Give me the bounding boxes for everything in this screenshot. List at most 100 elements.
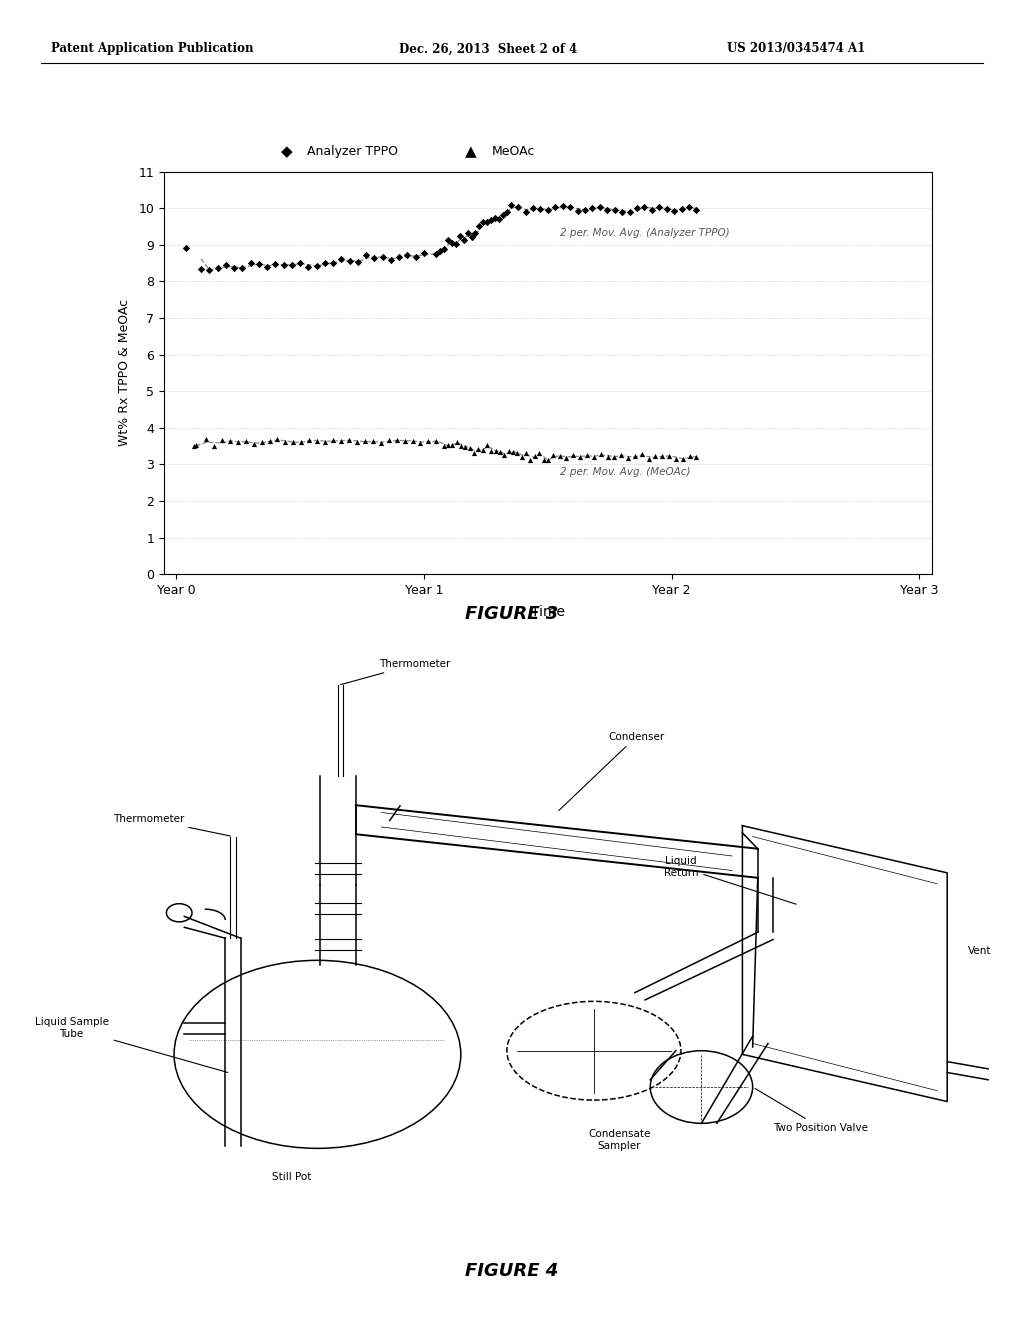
Point — [503, 194, 519, 215]
Point — [522, 449, 539, 470]
Point — [333, 248, 349, 269]
Text: Patent Application Publication: Patent Application Publication — [51, 42, 254, 55]
Point — [221, 430, 238, 451]
Point — [517, 202, 534, 223]
Point — [666, 201, 682, 222]
Point — [404, 430, 421, 451]
Point — [668, 447, 684, 469]
Point — [460, 223, 476, 244]
Point — [681, 446, 697, 467]
Point — [524, 197, 541, 218]
Point — [640, 449, 656, 470]
Point — [356, 430, 373, 451]
Point — [486, 207, 503, 228]
Point — [536, 450, 552, 471]
Point — [599, 446, 615, 467]
Text: Liquid
Return: Liquid Return — [664, 857, 796, 904]
Point — [552, 446, 568, 467]
Text: Condenser: Condenser — [559, 731, 665, 810]
Text: Thermometer: Thermometer — [113, 814, 230, 836]
Point — [350, 251, 367, 272]
Text: Analyzer TPPO: Analyzer TPPO — [307, 145, 398, 158]
Point — [585, 198, 601, 219]
Point — [658, 198, 675, 219]
Point — [325, 430, 341, 451]
Point — [325, 252, 341, 273]
Point — [483, 441, 500, 462]
Point — [462, 437, 478, 458]
Text: 2 per. Mov. Avg. (MeOAc): 2 per. Mov. Avg. (MeOAc) — [560, 467, 691, 477]
Point — [467, 222, 483, 243]
Point — [622, 202, 638, 223]
Point — [565, 445, 582, 466]
Point — [569, 201, 586, 222]
Point — [416, 243, 432, 264]
Point — [470, 438, 486, 459]
Point — [198, 429, 214, 450]
Text: FIGURE 3: FIGURE 3 — [465, 605, 559, 623]
Point — [187, 434, 204, 455]
Point — [487, 441, 504, 462]
Point — [185, 436, 202, 457]
Point — [420, 430, 436, 451]
Point — [284, 255, 300, 276]
Point — [449, 432, 465, 453]
Point — [381, 430, 397, 451]
Point — [206, 436, 222, 457]
Point — [456, 228, 472, 249]
Point — [317, 432, 334, 453]
Point — [479, 434, 496, 455]
Point — [428, 430, 444, 451]
X-axis label: Time: Time — [530, 606, 565, 619]
Text: US 2013/0345474 A1: US 2013/0345474 A1 — [727, 42, 865, 55]
Point — [599, 199, 615, 220]
Point — [499, 202, 515, 223]
Point — [443, 232, 460, 253]
Point — [229, 432, 246, 453]
Point — [440, 230, 457, 251]
Text: 2 per. Mov. Avg. (Analyzer TPPO): 2 per. Mov. Avg. (Analyzer TPPO) — [560, 227, 730, 238]
Point — [492, 442, 508, 463]
Point — [367, 248, 383, 269]
Point — [674, 198, 690, 219]
Point — [259, 256, 275, 277]
Point — [509, 442, 525, 463]
Point — [214, 430, 230, 451]
Text: Dec. 26, 2013  Sheet 2 of 4: Dec. 26, 2013 Sheet 2 of 4 — [399, 42, 578, 55]
Point — [651, 197, 668, 218]
Point — [440, 434, 457, 455]
Point — [647, 446, 664, 467]
Point — [201, 260, 217, 281]
Point — [606, 446, 623, 467]
Text: ◆: ◆ — [281, 144, 293, 160]
Point — [275, 255, 292, 276]
Point — [592, 197, 608, 218]
Point — [301, 429, 317, 450]
Text: ▲: ▲ — [465, 144, 477, 160]
Point — [490, 209, 507, 230]
Text: Condensate
Sampler: Condensate Sampler — [589, 1129, 650, 1151]
Point — [654, 446, 671, 467]
Point — [606, 199, 623, 220]
Point — [432, 240, 449, 261]
Point — [435, 436, 452, 457]
Point — [238, 430, 254, 451]
Text: Thermometer: Thermometer — [341, 659, 451, 685]
Point — [681, 195, 697, 216]
Point — [349, 432, 366, 453]
Point — [193, 259, 209, 280]
Point — [518, 442, 535, 463]
Point — [309, 430, 326, 451]
Point — [620, 447, 636, 469]
Point — [458, 436, 474, 457]
Point — [688, 446, 705, 467]
Point — [358, 244, 375, 265]
Point — [269, 429, 286, 450]
Point — [292, 252, 308, 273]
Point — [453, 436, 469, 457]
Point — [428, 243, 444, 264]
Point — [532, 199, 549, 220]
Point — [514, 446, 530, 467]
Point — [510, 197, 526, 218]
Point — [586, 446, 602, 467]
